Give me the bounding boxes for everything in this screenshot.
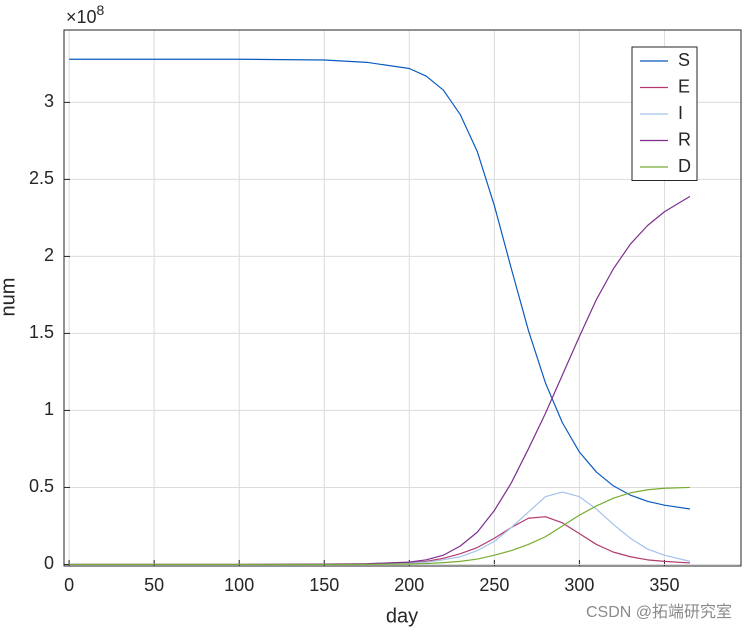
x-tick-label: 50 <box>144 575 164 595</box>
y-multiplier: ×108 <box>66 2 105 27</box>
multiplier-base: ×10 <box>66 7 97 27</box>
y-tick-label: 1 <box>44 399 54 419</box>
legend-label: R <box>678 129 691 149</box>
x-axis-label: day <box>386 605 418 627</box>
multiplier-exponent: 8 <box>97 2 105 18</box>
series-line <box>69 58 691 510</box>
x-tick-label: 300 <box>564 575 594 595</box>
x-tick-label: 250 <box>479 575 509 595</box>
y-tick-label: 1.5 <box>29 322 54 342</box>
y-tick-label: 0 <box>44 553 54 573</box>
legend-label: D <box>678 156 691 176</box>
y-tick-label: 0.5 <box>29 476 54 496</box>
legend-label: E <box>678 76 690 96</box>
x-tick-label: 150 <box>309 575 339 595</box>
x-tick-label: 350 <box>649 575 679 595</box>
x-tick-label: 200 <box>394 575 424 595</box>
series-line <box>69 486 690 566</box>
y-tick-label: 2.5 <box>29 168 54 188</box>
x-tick-label: 0 <box>64 575 74 595</box>
x-tick-label: 100 <box>224 575 254 595</box>
legend-label: S <box>678 50 690 70</box>
legend-label: I <box>678 103 683 123</box>
plot-frame <box>63 29 742 567</box>
y-axis-label: num <box>0 278 19 317</box>
y-tick-label: 2 <box>44 245 54 265</box>
watermark: CSDN @拓端研究室 <box>586 603 732 621</box>
y-tick-label: 3 <box>44 91 54 111</box>
